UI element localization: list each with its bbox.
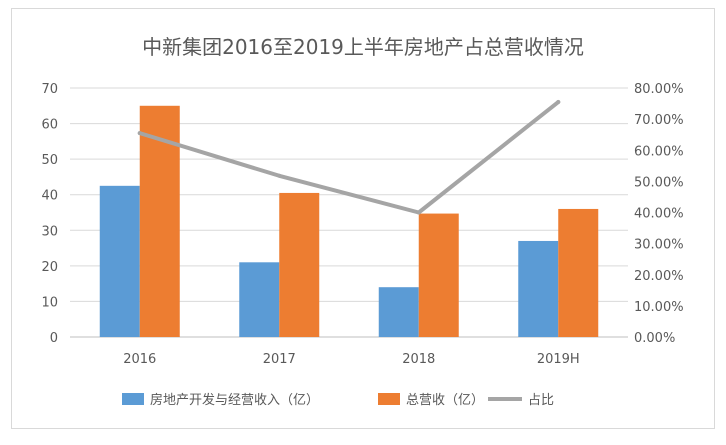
- legend-label: 总营收（亿）: [406, 393, 484, 408]
- bar-房地产开发与经营收入（亿）-2016: [99, 185, 140, 337]
- x-axis-tick-label: 2018: [402, 352, 435, 367]
- right-axis-tick-label: 70.00%: [634, 113, 684, 128]
- right-axis-tick-label: 30.00%: [634, 238, 684, 253]
- bar-房地产开发与经营收入（亿）-2018: [378, 287, 419, 337]
- line-point-2017: [277, 173, 282, 178]
- left-axis-tick-label: 30: [41, 224, 58, 239]
- chart-title: 中新集团2016至2019上半年房地产占总营收情况: [142, 35, 584, 59]
- left-axis-tick-label: 40: [41, 189, 58, 204]
- left-axis-tick-label: 50: [41, 153, 58, 168]
- bar-房地产开发与经营收入（亿）-2019H: [518, 240, 559, 337]
- left-axis-tick-label: 0: [50, 331, 58, 346]
- right-axis-tick-label: 80.00%: [634, 82, 684, 97]
- legend-label: 占比: [528, 393, 554, 408]
- line-point-2018: [416, 210, 421, 215]
- x-axis-ticks: 2016 2017 2018 2019H: [123, 352, 579, 367]
- right-axis-tick-label: 20.00%: [634, 269, 684, 284]
- right-axis-tick-label: 60.00%: [634, 144, 684, 159]
- right-axis-tick-label: 10.00%: [634, 300, 684, 315]
- legend-swatch-0: [122, 393, 144, 405]
- left-axis-ticks: 0 10 20 30 40 50 60 70: [41, 82, 58, 346]
- bar-总营收（亿）-2019H: [558, 208, 599, 337]
- legend-label: 房地产开发与经营收入（亿）: [150, 392, 319, 408]
- bar-总营收（亿）-2018: [418, 213, 459, 337]
- right-axis-tick-label: 0.00%: [634, 331, 675, 346]
- bar-总营收（亿）-2017: [279, 192, 320, 337]
- legend-swatch-1: [378, 393, 400, 405]
- left-axis-tick-label: 10: [41, 295, 58, 310]
- right-axis-ticks: 0.00% 10.00% 20.00% 30.00% 40.00% 50.00% 60.00…: [634, 82, 684, 346]
- x-axis-tick-label: 2017: [263, 352, 296, 367]
- x-axis-tick-label: 2019H: [537, 352, 580, 367]
- left-axis-tick-label: 60: [41, 118, 58, 133]
- ratio-line: [137, 100, 561, 215]
- line-series-ratio: [137, 100, 561, 215]
- right-axis-tick-label: 50.00%: [634, 175, 684, 190]
- left-axis-tick-label: 20: [41, 260, 58, 275]
- bars: [99, 105, 599, 338]
- x-axis-tick-label: 2016: [123, 352, 156, 367]
- legend: 房地产开发与经营收入（亿） 总营收（亿） 占比: [122, 392, 554, 408]
- right-axis-tick-label: 40.00%: [634, 207, 684, 222]
- line-point-2016: [137, 131, 142, 136]
- bar-房地产开发与经营收入（亿）-2017: [239, 262, 280, 337]
- left-axis-tick-label: 70: [41, 82, 58, 97]
- line-point-2019H: [556, 100, 561, 105]
